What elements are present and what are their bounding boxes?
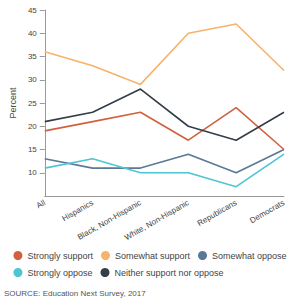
svg-text:White, Non-Hispanic: White, Non-Hispanic [123,198,191,242]
svg-text:10: 10 [28,168,37,177]
svg-text:Hispanics: Hispanics [60,198,94,223]
svg-text:Republicans: Republicans [196,198,239,228]
svg-text:Somewhat oppose: Somewhat oppose [212,251,287,261]
svg-text:Democrats: Democrats [248,198,286,225]
svg-text:All: All [35,198,47,210]
svg-text:Percent: Percent [8,87,18,119]
svg-text:Neither support nor oppose: Neither support nor oppose [114,268,223,278]
svg-text:15: 15 [28,145,37,154]
svg-text:25: 25 [28,99,37,108]
svg-text:40: 40 [28,29,37,38]
svg-text:SOURCE: Education Next Survey,: SOURCE: Education Next Survey, 2017 [4,289,146,298]
svg-text:Somewhat support: Somewhat support [115,251,191,261]
svg-text:Black, Non-Hispanic: Black, Non-Hispanic [76,198,143,242]
svg-text:Strongly support: Strongly support [27,251,93,261]
svg-text:20: 20 [28,122,37,131]
svg-text:Strongly oppose: Strongly oppose [27,268,92,278]
svg-text:30: 30 [28,75,37,84]
svg-text:35: 35 [28,52,37,61]
svg-text:45: 45 [28,6,37,15]
